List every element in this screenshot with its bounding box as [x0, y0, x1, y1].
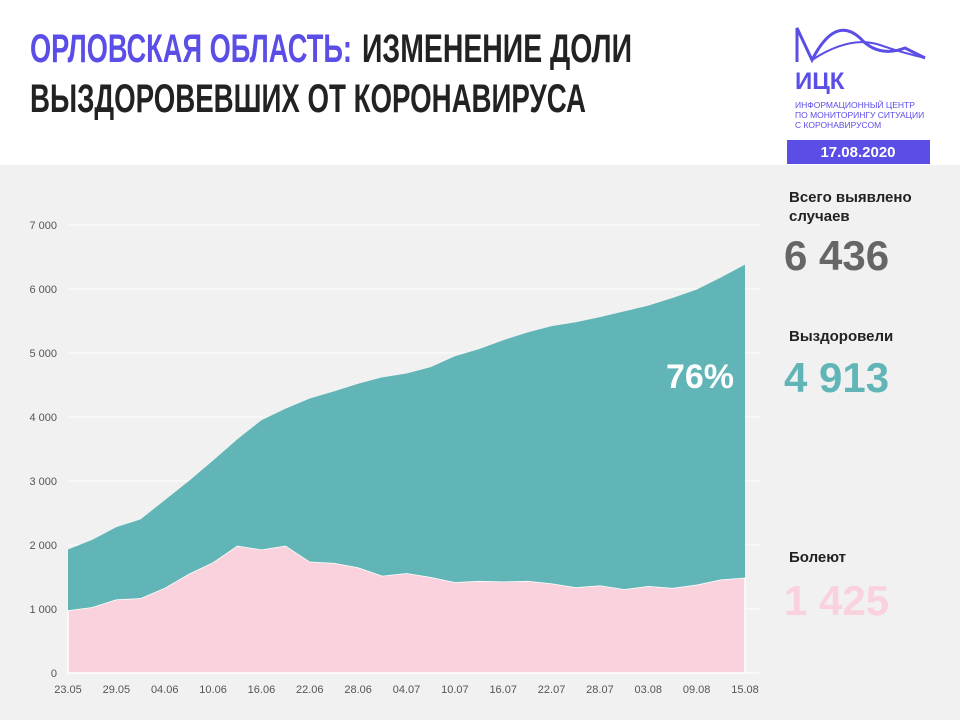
annotation: 76%	[666, 358, 734, 396]
logo-text: ПО МОНИТОРИНГУ СИТУАЦИИ	[795, 110, 924, 120]
date: 17.08.2020	[820, 144, 895, 161]
x-tick-label: 23.05	[54, 684, 82, 696]
stat-label: случаев	[789, 208, 850, 225]
y-tick-label: 4 000	[29, 412, 57, 424]
stat-value: 6 436	[784, 232, 889, 279]
x-tick-label: 15.08	[731, 684, 759, 696]
logo-name: ИЦК	[795, 68, 845, 95]
x-tick-label: 16.06	[248, 684, 276, 696]
title: ВЫЗДОРОВЕВШИХ ОТ КОРОНАВИРУСА	[30, 77, 586, 121]
x-tick-label: 22.06	[296, 684, 324, 696]
date-badge	[787, 140, 930, 164]
x-tick-label: 10.07	[441, 684, 469, 696]
header-bg	[0, 0, 960, 165]
y-tick-label: 5 000	[29, 348, 57, 360]
x-tick-label: 16.07	[489, 684, 517, 696]
x-tick-label: 28.07	[586, 684, 614, 696]
x-tick-label: 22.07	[538, 684, 566, 696]
stat-value: 4 913	[784, 354, 889, 401]
x-tick-label: 29.05	[103, 684, 131, 696]
logo-mark	[811, 41, 926, 61]
y-tick-label: 7 000	[29, 220, 57, 232]
y-tick-label: 6 000	[29, 284, 57, 296]
title-highlight: ОРЛОВСКАЯ ОБЛАСТЬ:	[30, 27, 352, 71]
stat-label: Выздоровели	[789, 328, 893, 345]
y-tick-label: 1 000	[29, 604, 57, 616]
logo-text: ИНФОРМАЦИОННЫЙ ЦЕНТР	[795, 99, 915, 110]
x-tick-label: 10.06	[199, 684, 227, 696]
x-tick-label: 04.06	[151, 684, 179, 696]
stat-label: Болеют	[789, 549, 846, 566]
stat-label: Всего выявлено	[789, 189, 912, 206]
y-tick-label: 0	[51, 668, 57, 680]
logo-mark	[795, 27, 926, 64]
x-tick-label: 03.08	[635, 684, 663, 696]
x-tick-label: 28.06	[344, 684, 372, 696]
y-tick-label: 3 000	[29, 476, 57, 488]
stat-value: 1 425	[784, 577, 889, 624]
y-tick-label: 2 000	[29, 540, 57, 552]
area	[68, 264, 745, 611]
x-tick-label: 04.07	[393, 684, 421, 696]
logo-text: С КОРОНАВИРУСОМ	[795, 120, 881, 130]
x-tick-label: 09.08	[683, 684, 711, 696]
title: ИЗМЕНЕНИЕ ДОЛИ	[362, 27, 632, 71]
